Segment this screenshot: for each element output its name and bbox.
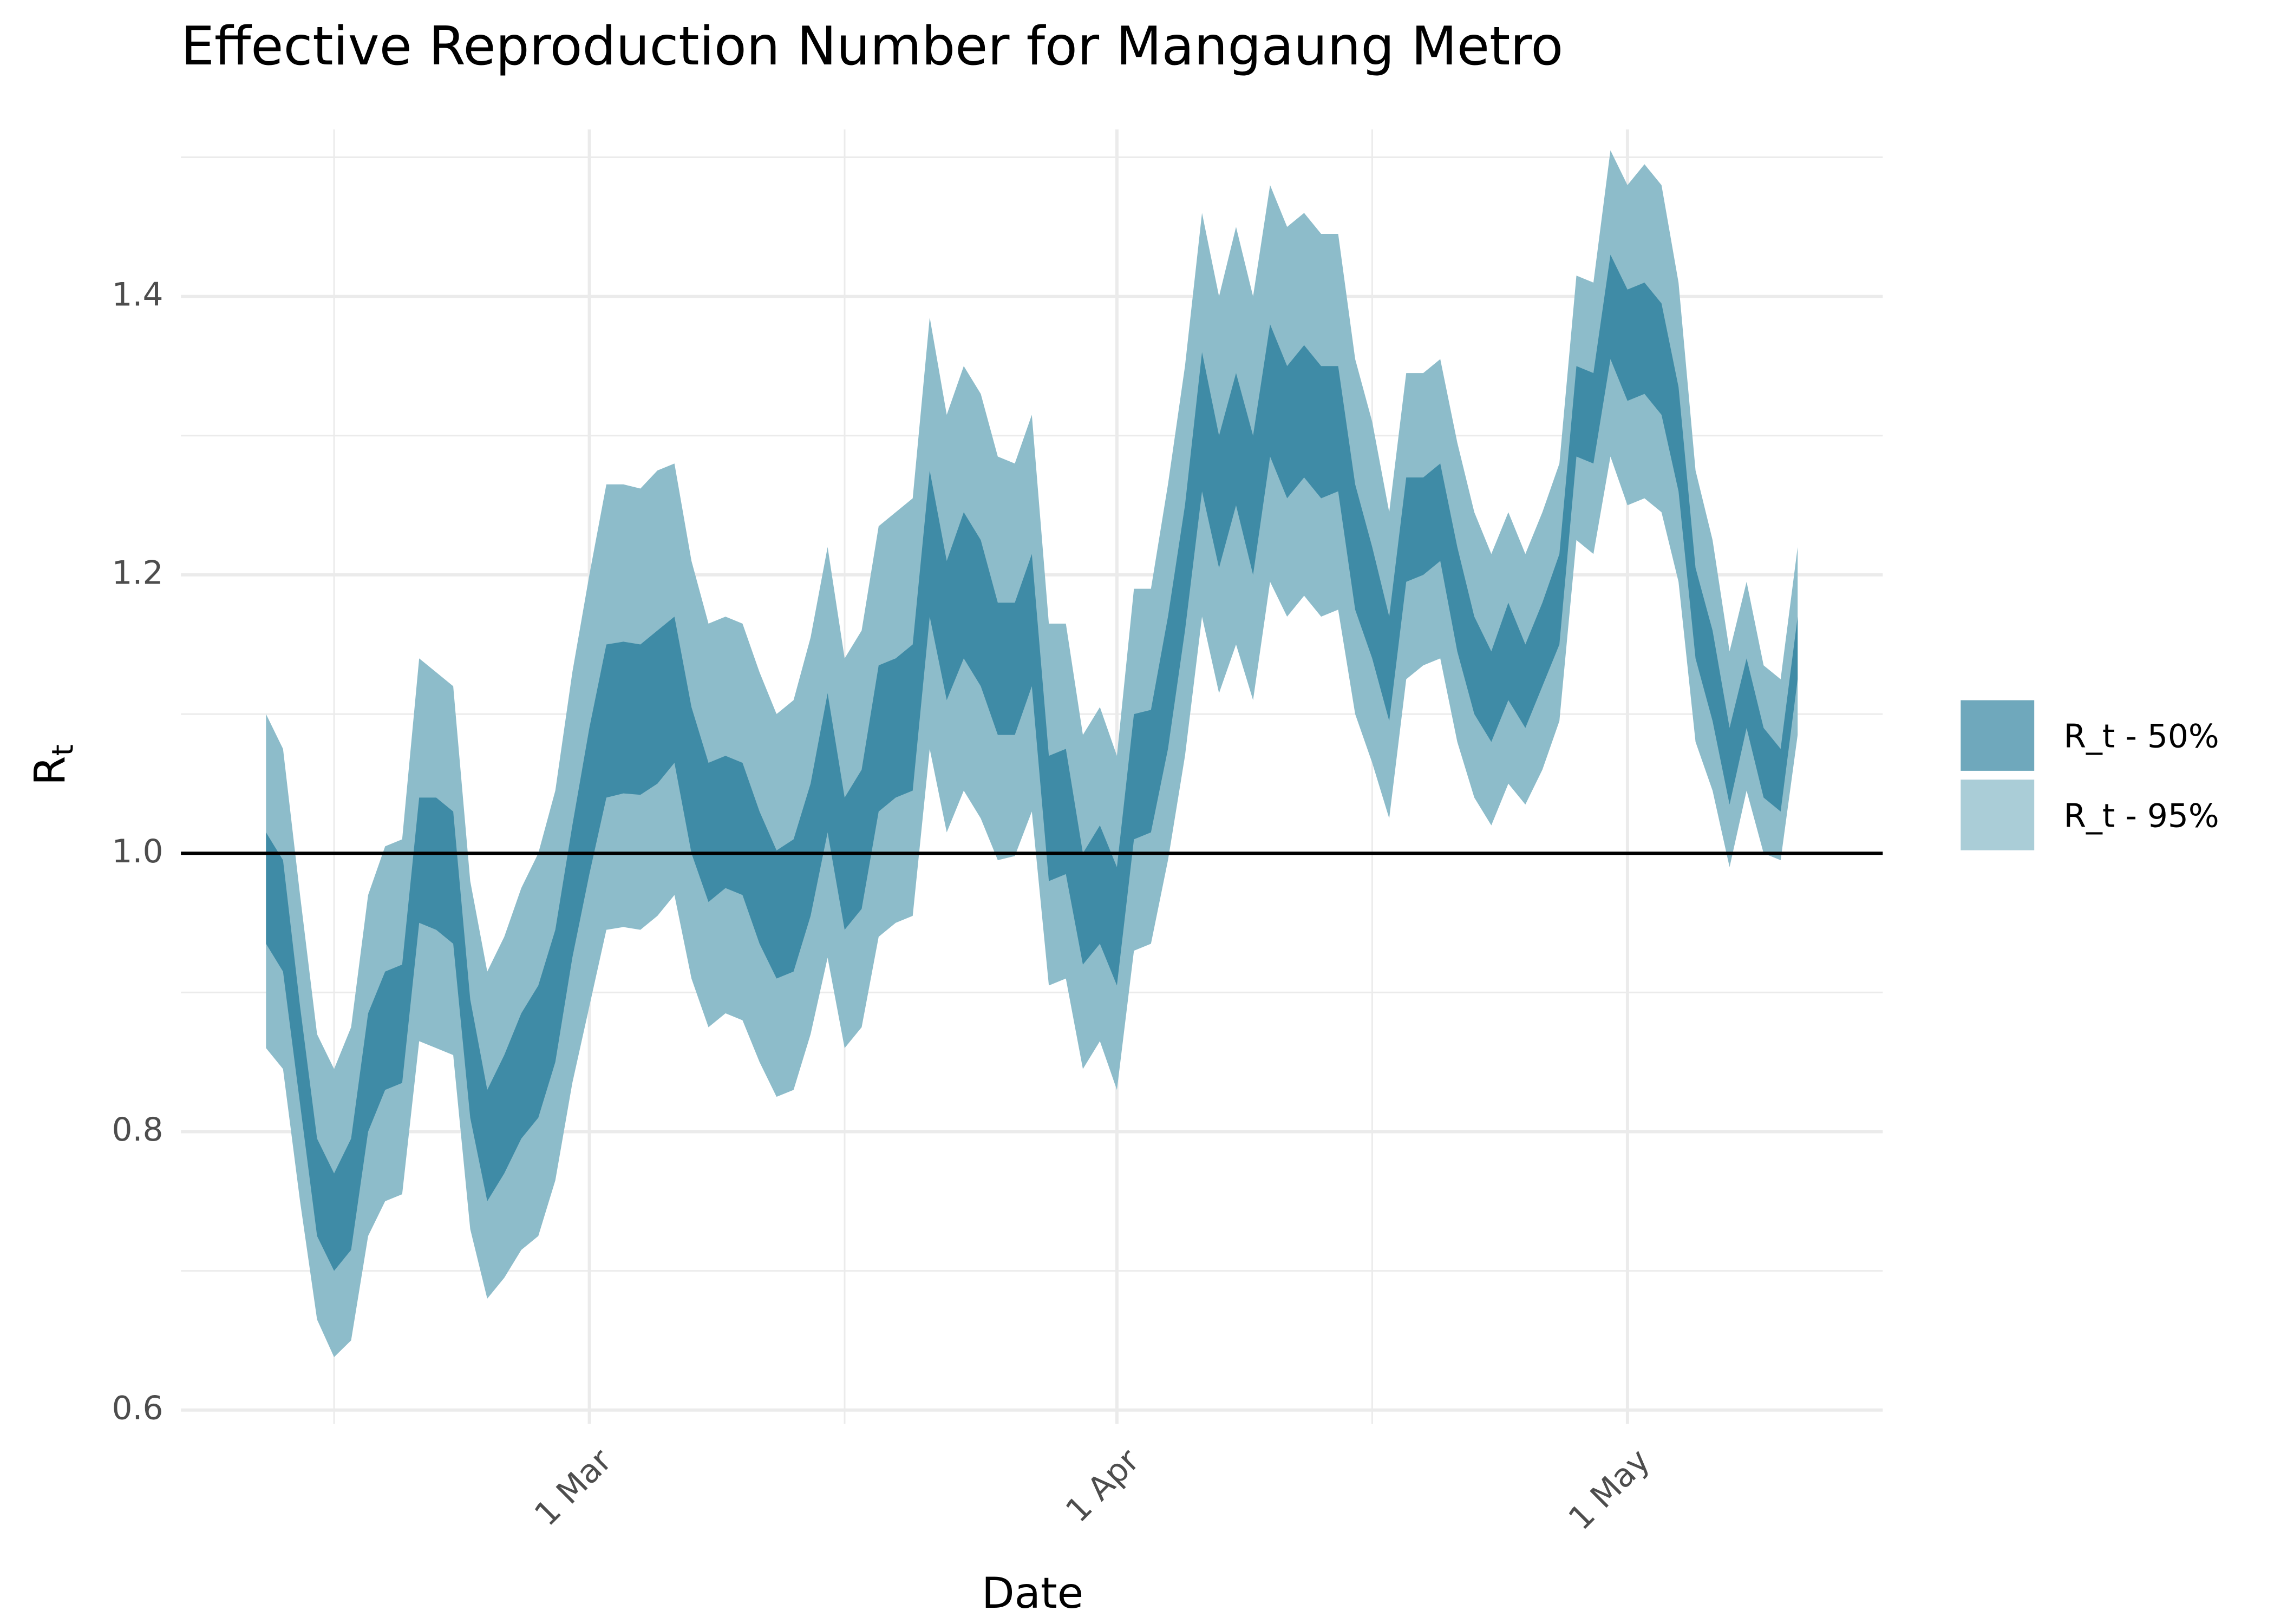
y-tick-label: 1.4: [112, 276, 164, 313]
chart-title: Effective Reproduction Number for Mangau…: [181, 16, 1563, 77]
y-axis-title-subscript: t: [46, 744, 80, 756]
y-tick-label: 0.6: [112, 1390, 164, 1427]
x-axis-title: Date: [982, 1568, 1083, 1618]
legend-swatch: [1961, 700, 2035, 771]
y-tick-label: 1.2: [112, 555, 164, 592]
x-tick-label: 1 Apr: [1059, 1442, 1147, 1530]
ribbon: [266, 150, 1798, 1358]
y-tick-label: 1.0: [112, 833, 164, 870]
y-tick-label: 0.8: [112, 1111, 164, 1149]
ribbon: [266, 254, 1798, 1271]
legend-swatch: [1961, 780, 2035, 850]
x-tick-label: 1 May: [1561, 1442, 1657, 1538]
y-axis-title-main: R: [25, 756, 75, 785]
x-tick-label: 1 Mar: [528, 1442, 619, 1533]
legend-label: R_t - 50%: [2064, 718, 2219, 756]
y-axis-title: Rt: [25, 744, 80, 785]
legend-label: R_t - 95%: [2064, 797, 2219, 835]
